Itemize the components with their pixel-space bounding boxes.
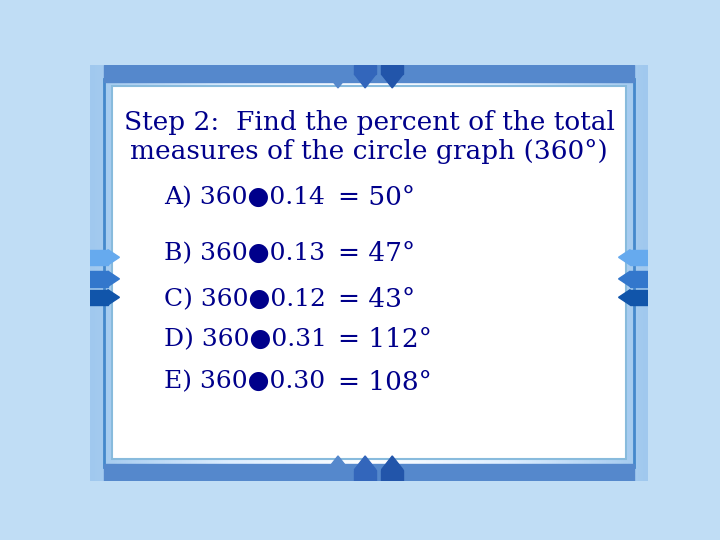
FancyBboxPatch shape — [112, 86, 626, 459]
Bar — [104, 65, 634, 82]
Polygon shape — [108, 249, 120, 265]
Bar — [630, 289, 654, 305]
Polygon shape — [382, 74, 403, 88]
Polygon shape — [327, 74, 349, 88]
Bar — [84, 249, 108, 265]
Text: = 50°: = 50° — [338, 185, 415, 210]
Polygon shape — [618, 271, 630, 287]
Text: = 108°: = 108° — [338, 369, 432, 395]
Bar — [354, 65, 376, 74]
Bar — [327, 65, 349, 74]
Text: C) 360●0.12: C) 360●0.12 — [163, 288, 325, 311]
Bar — [630, 271, 654, 287]
Text: = 112°: = 112° — [338, 327, 432, 352]
Polygon shape — [108, 289, 120, 305]
Bar — [104, 464, 634, 481]
Polygon shape — [618, 289, 630, 305]
Polygon shape — [354, 456, 376, 470]
Polygon shape — [618, 249, 630, 265]
Text: = 47°: = 47° — [338, 241, 415, 266]
Polygon shape — [108, 271, 120, 287]
Text: A) 360●0.14: A) 360●0.14 — [163, 186, 325, 209]
Text: Step 2:  Find the percent of the total: Step 2: Find the percent of the total — [124, 110, 614, 135]
Bar — [382, 470, 403, 481]
Polygon shape — [354, 74, 376, 88]
Text: E) 360●0.30: E) 360●0.30 — [163, 370, 325, 394]
Bar — [84, 289, 108, 305]
Text: B) 360●0.13: B) 360●0.13 — [163, 242, 325, 265]
Bar — [327, 470, 349, 481]
Bar — [630, 249, 654, 265]
Polygon shape — [327, 456, 349, 470]
Bar — [84, 271, 108, 287]
Text: D) 360●0.31: D) 360●0.31 — [163, 328, 326, 351]
Bar — [382, 65, 403, 74]
Bar — [354, 470, 376, 481]
Text: measures of the circle graph (360°): measures of the circle graph (360°) — [130, 139, 608, 164]
Polygon shape — [382, 456, 403, 470]
Text: = 43°: = 43° — [338, 287, 415, 312]
